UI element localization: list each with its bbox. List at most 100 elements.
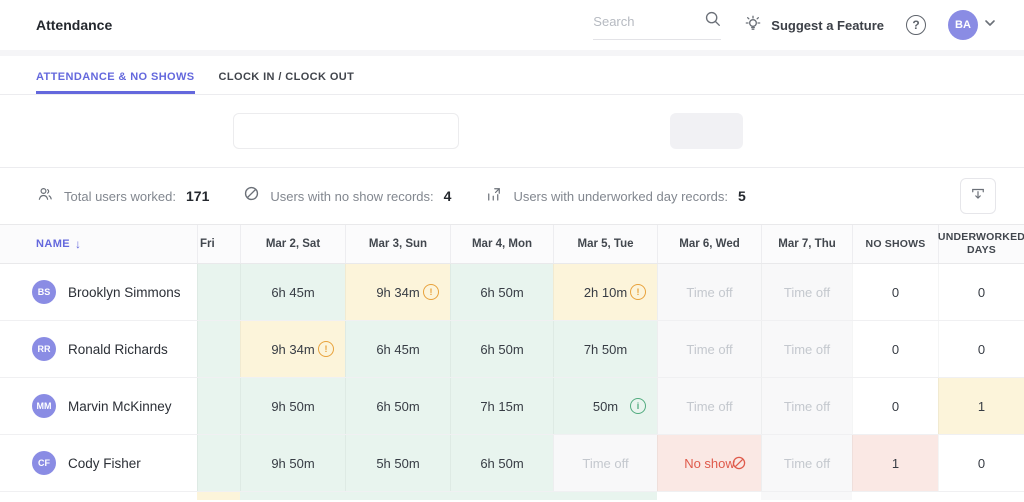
filter-button-placeholder[interactable]	[670, 113, 743, 149]
filter-section	[0, 95, 1024, 168]
page-title: Attendance	[36, 17, 113, 33]
avatar: CF	[32, 451, 56, 475]
day-cell	[197, 378, 240, 434]
column-header-mar6: Mar 6, Wed	[657, 225, 761, 263]
no-shows-cell: 0	[852, 264, 938, 320]
user-name: Brooklyn Simmons	[68, 284, 181, 300]
stat-label: Users with no show records:	[270, 188, 434, 204]
no-shows-cell: 1	[852, 435, 938, 491]
stat-total-users-worked: Total users worked: 171	[36, 185, 209, 208]
stat-no-show-records: Users with no show records: 4	[243, 185, 451, 207]
underworked-icon	[485, 185, 503, 208]
tab-attendance-no-shows[interactable]: ATTENDANCE & NO SHOWS	[36, 61, 195, 94]
filter-input[interactable]	[233, 113, 459, 149]
user-menu[interactable]: BA	[948, 10, 996, 40]
chevron-down-icon[interactable]	[984, 16, 996, 34]
table-row-partial[interactable]	[0, 492, 1024, 500]
underworked-cell: 0	[938, 435, 1024, 491]
day-cell: 6h 45m	[240, 264, 345, 320]
tab-clock-in-out[interactable]: CLOCK IN / CLOCK OUT	[218, 71, 355, 83]
stat-value: 5	[738, 188, 746, 204]
column-header-name[interactable]: NAME ↓	[36, 236, 82, 251]
stats-bar: Total users worked: 171 Users with no sh…	[0, 168, 1024, 224]
table-row[interactable]: CF Cody Fisher 9h 50m 5h 50m 6h 50m Time…	[0, 435, 1024, 492]
day-cell: 5h 50m	[345, 435, 450, 491]
day-cell	[197, 321, 240, 377]
search-icon[interactable]	[704, 10, 721, 32]
day-cell: Time off	[657, 321, 761, 377]
user-cell: BS Brooklyn Simmons	[0, 264, 197, 320]
search-input[interactable]	[593, 13, 705, 29]
warning-icon[interactable]: !	[423, 284, 439, 300]
table-row[interactable]: BS Brooklyn Simmons 6h 45m 9h 34m! 6h 50…	[0, 264, 1024, 321]
users-icon	[36, 185, 54, 208]
day-cell: Time off	[657, 378, 761, 434]
avatar: RR	[32, 337, 56, 361]
day-cell	[197, 435, 240, 491]
day-cell: 9h 34m!	[345, 264, 450, 320]
day-cell: Time off	[761, 378, 852, 434]
avatar: MM	[32, 394, 56, 418]
day-cell: 2h 10m!	[553, 264, 657, 320]
column-header-no-shows: NO SHOWS	[852, 225, 938, 263]
user-name: Cody Fisher	[68, 455, 141, 471]
column-header-mar2: Mar 2, Sat	[240, 225, 345, 263]
avatar[interactable]: BA	[948, 10, 978, 40]
column-header-mar3: Mar 3, Sun	[345, 225, 450, 263]
info-icon[interactable]: i	[630, 398, 646, 414]
column-header-mar5: Mar 5, Tue	[553, 225, 657, 263]
day-cell: Time off	[553, 435, 657, 491]
column-header-underworked-days: UNDERWORKED DAYS	[938, 225, 1024, 263]
day-cell: 9h 50m	[240, 435, 345, 491]
warning-icon[interactable]: !	[318, 341, 334, 357]
suggest-feature-label: Suggest a Feature	[771, 17, 884, 33]
day-cell: 9h 50m	[240, 378, 345, 434]
table-row[interactable]: MM Marvin McKinney 9h 50m 6h 50m 7h 15m …	[0, 378, 1024, 435]
column-header-mar4: Mar 4, Mon	[450, 225, 553, 263]
stat-label: Total users worked:	[64, 188, 176, 204]
table-row[interactable]: RR Ronald Richards 9h 34m! 6h 45m 6h 50m…	[0, 321, 1024, 378]
sort-descending-icon[interactable]: ↓	[75, 236, 82, 251]
day-cell: No show	[657, 435, 761, 491]
day-cell: 7h 15m	[450, 378, 553, 434]
day-cell: Time off	[761, 264, 852, 320]
stat-underworked-records: Users with underworked day records: 5	[485, 185, 746, 208]
lightbulb-icon	[743, 13, 763, 38]
underworked-cell: 1	[938, 378, 1024, 434]
column-header-mar7: Mar 7, Thu	[761, 225, 852, 263]
column-header-mar1: Fri	[197, 225, 240, 263]
tab-bar: ATTENDANCE & NO SHOWS CLOCK IN / CLOCK O…	[0, 56, 1024, 95]
stat-value: 171	[186, 188, 210, 204]
day-cell: 50m i	[553, 378, 657, 434]
table-header: NAME ↓ Fri Mar 2, Sat Mar 3, Sun Mar 4, …	[0, 224, 1024, 264]
no-shows-cell: 0	[852, 378, 938, 434]
day-cell: 9h 34m!	[240, 321, 345, 377]
search-field[interactable]	[593, 10, 722, 40]
no-show-icon	[243, 185, 260, 207]
export-button[interactable]	[960, 178, 996, 214]
no-show-icon[interactable]	[731, 455, 747, 471]
no-shows-cell: 0	[852, 321, 938, 377]
user-cell: MM Marvin McKinney	[0, 378, 197, 434]
user-cell: RR Ronald Richards	[0, 321, 197, 377]
stat-value: 4	[443, 188, 452, 204]
day-cell: Time off	[761, 321, 852, 377]
stat-label: Users with underworked day records:	[513, 188, 729, 204]
underworked-cell: 0	[938, 321, 1024, 377]
divider	[0, 50, 1024, 56]
day-cell: 7h 50m	[553, 321, 657, 377]
day-cell	[197, 264, 240, 320]
underworked-cell: 0	[938, 264, 1024, 320]
help-icon[interactable]: ?	[906, 15, 926, 35]
day-cell: 6h 50m	[345, 378, 450, 434]
warning-icon[interactable]: !	[630, 284, 646, 300]
suggest-feature-button[interactable]: Suggest a Feature	[743, 13, 884, 38]
user-name: Ronald Richards	[68, 341, 168, 357]
top-bar: Attendance Suggest a Feature ? BA	[0, 0, 1024, 50]
day-cell: 6h 50m	[450, 321, 553, 377]
export-icon	[969, 185, 987, 208]
avatar: BS	[32, 280, 56, 304]
day-cell: Time off	[657, 264, 761, 320]
user-cell: CF Cody Fisher	[0, 435, 197, 491]
